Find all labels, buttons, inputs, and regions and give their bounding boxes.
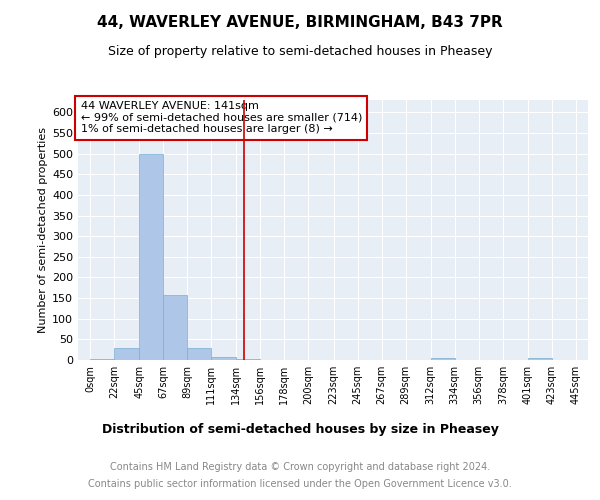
Text: Distribution of semi-detached houses by size in Pheasey: Distribution of semi-detached houses by … [101, 422, 499, 436]
Bar [114, 348, 139, 360]
Bar [211, 356, 236, 360]
Bar [236, 359, 260, 360]
Text: 44, WAVERLEY AVENUE, BIRMINGHAM, B43 7PR: 44, WAVERLEY AVENUE, BIRMINGHAM, B43 7PR [97, 15, 503, 30]
Bar [187, 348, 211, 360]
Bar [139, 154, 163, 360]
Text: Contains public sector information licensed under the Open Government Licence v3: Contains public sector information licen… [88, 479, 512, 489]
Bar [528, 358, 552, 360]
Text: Size of property relative to semi-detached houses in Pheasey: Size of property relative to semi-detach… [108, 45, 492, 58]
Bar [90, 359, 114, 360]
Y-axis label: Number of semi-detached properties: Number of semi-detached properties [38, 127, 48, 333]
Bar [163, 295, 187, 360]
Text: Contains HM Land Registry data © Crown copyright and database right 2024.: Contains HM Land Registry data © Crown c… [110, 462, 490, 472]
Bar [431, 358, 455, 360]
Text: 44 WAVERLEY AVENUE: 141sqm
← 99% of semi-detached houses are smaller (714)
1% of: 44 WAVERLEY AVENUE: 141sqm ← 99% of semi… [80, 102, 362, 134]
